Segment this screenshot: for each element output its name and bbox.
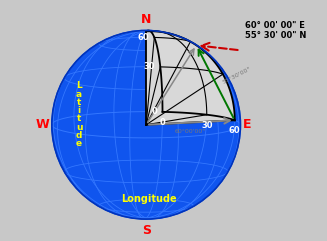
- Text: S: S: [142, 224, 151, 237]
- Text: L
a
t
i
t
u
d
e: L a t i t u d e: [76, 81, 82, 148]
- Text: 0: 0: [152, 107, 158, 116]
- Text: 30: 30: [144, 62, 155, 71]
- Text: 55°30'00": 55°30'00": [222, 66, 252, 85]
- Text: W: W: [36, 118, 49, 131]
- Polygon shape: [146, 112, 235, 125]
- Text: 60° 00' 00" E
55° 30' 00" N: 60° 00' 00" E 55° 30' 00" N: [245, 21, 307, 40]
- Text: Longitude: Longitude: [121, 194, 177, 204]
- Polygon shape: [146, 31, 163, 125]
- Text: N: N: [141, 13, 151, 26]
- Text: 60°00'00": 60°00'00": [175, 129, 206, 134]
- Text: 60: 60: [138, 33, 149, 42]
- Polygon shape: [146, 31, 235, 125]
- Text: 0: 0: [160, 118, 165, 127]
- Circle shape: [52, 30, 240, 219]
- Text: E: E: [243, 118, 251, 131]
- Text: 30: 30: [201, 121, 213, 130]
- Text: 60: 60: [229, 127, 241, 135]
